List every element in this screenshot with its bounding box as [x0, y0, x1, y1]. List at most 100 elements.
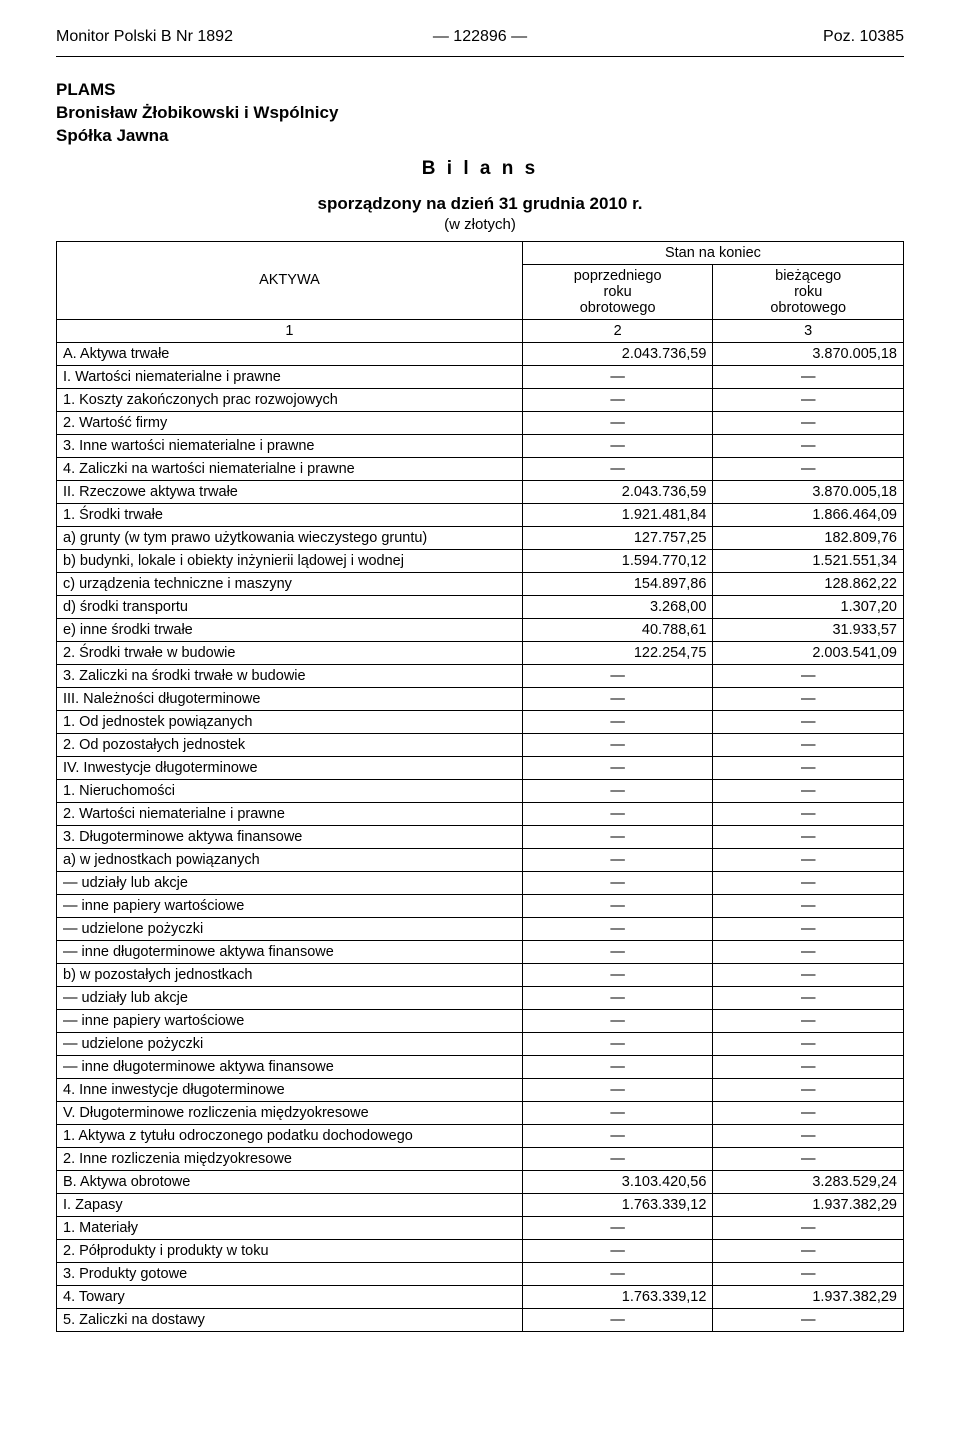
row-value-curr: —	[713, 871, 904, 894]
table-row: 3. Produkty gotowe——	[57, 1262, 904, 1285]
row-value-prev: —	[522, 710, 713, 733]
row-value-curr: —	[713, 365, 904, 388]
th-colnum-2: 2	[522, 319, 713, 342]
row-label: II. Rzeczowe aktywa trwałe	[57, 480, 523, 503]
row-label: 4. Inne inwestycje długoterminowe	[57, 1078, 523, 1101]
row-value-prev: —	[522, 1239, 713, 1262]
company-line2: Bronisław Żłobikowski i Wspólnicy	[56, 102, 904, 125]
row-label: — udzielone pożyczki	[57, 1032, 523, 1055]
table-row: 1. Materiały——	[57, 1216, 904, 1239]
row-label: 4. Towary	[57, 1285, 523, 1308]
row-value-curr: —	[713, 434, 904, 457]
row-value-prev: —	[522, 802, 713, 825]
table-row: 1. Koszty zakończonych prac rozwojowych—…	[57, 388, 904, 411]
document-subtitle: sporządzony na dzień 31 grudnia 2010 r.	[56, 194, 904, 214]
row-value-curr: —	[713, 848, 904, 871]
row-label: 4. Zaliczki na wartości niematerialne i …	[57, 457, 523, 480]
row-value-prev: 2.043.736,59	[522, 480, 713, 503]
row-label: a) grunty (w tym prawo użytkowania wiecz…	[57, 526, 523, 549]
table-row: 2. Wartości niematerialne i prawne——	[57, 802, 904, 825]
table-row: III. Należności długoterminowe——	[57, 687, 904, 710]
company-line3: Spółka Jawna	[56, 125, 904, 148]
row-value-curr: —	[713, 1124, 904, 1147]
row-value-curr: 1.937.382,29	[713, 1285, 904, 1308]
th-aktywa: AKTYWA	[57, 241, 523, 319]
row-label: A. Aktywa trwałe	[57, 342, 523, 365]
row-value-prev: —	[522, 963, 713, 986]
table-row: — udzielone pożyczki——	[57, 917, 904, 940]
row-value-prev: —	[522, 457, 713, 480]
row-value-curr: —	[713, 1262, 904, 1285]
document-title: B i l a n s	[56, 158, 904, 180]
row-label: — inne papiery wartościowe	[57, 1009, 523, 1032]
row-value-curr: —	[713, 917, 904, 940]
row-value-curr: —	[713, 1055, 904, 1078]
row-value-prev: —	[522, 1078, 713, 1101]
row-value-curr: 1.866.464,09	[713, 503, 904, 526]
table-row: B. Aktywa obrotowe3.103.420,563.283.529,…	[57, 1170, 904, 1193]
table-row: 3. Długoterminowe aktywa finansowe——	[57, 825, 904, 848]
row-label: 2. Wartość firmy	[57, 411, 523, 434]
row-value-curr: —	[713, 1308, 904, 1331]
row-value-curr: 1.521.551,34	[713, 549, 904, 572]
row-label: b) w pozostałych jednostkach	[57, 963, 523, 986]
row-label: 3. Długoterminowe aktywa finansowe	[57, 825, 523, 848]
row-value-prev: —	[522, 894, 713, 917]
row-value-prev: —	[522, 871, 713, 894]
row-value-prev: —	[522, 687, 713, 710]
row-value-curr: —	[713, 733, 904, 756]
row-value-prev: 1.763.339,12	[522, 1285, 713, 1308]
row-label: 3. Inne wartości niematerialne i prawne	[57, 434, 523, 457]
row-value-prev: 1.763.339,12	[522, 1193, 713, 1216]
table-row: 4. Zaliczki na wartości niematerialne i …	[57, 457, 904, 480]
row-label: — inne papiery wartościowe	[57, 894, 523, 917]
row-label: 1. Od jednostek powiązanych	[57, 710, 523, 733]
row-value-curr: 3.870.005,18	[713, 480, 904, 503]
row-label: I. Wartości niematerialne i prawne	[57, 365, 523, 388]
row-label: — udziały lub akcje	[57, 986, 523, 1009]
row-label: 5. Zaliczki na dostawy	[57, 1308, 523, 1331]
row-label: 3. Zaliczki na środki trwałe w budowie	[57, 664, 523, 687]
row-label: c) urządzenia techniczne i maszyny	[57, 572, 523, 595]
row-value-prev: —	[522, 1124, 713, 1147]
row-value-curr: —	[713, 894, 904, 917]
company-block: PLAMS Bronisław Żłobikowski i Wspólnicy …	[56, 79, 904, 148]
row-label: d) środki transportu	[57, 595, 523, 618]
company-line1: PLAMS	[56, 79, 904, 102]
row-value-prev: —	[522, 1055, 713, 1078]
row-value-prev: 2.043.736,59	[522, 342, 713, 365]
row-value-prev: —	[522, 388, 713, 411]
row-value-prev: —	[522, 940, 713, 963]
row-value-prev: —	[522, 664, 713, 687]
row-label: V. Długoterminowe rozliczenia międzyokre…	[57, 1101, 523, 1124]
table-row: 4. Inne inwestycje długoterminowe——	[57, 1078, 904, 1101]
table-row: 1. Nieruchomości——	[57, 779, 904, 802]
table-row: — inne papiery wartościowe——	[57, 1009, 904, 1032]
row-value-prev: —	[522, 1216, 713, 1239]
table-row: V. Długoterminowe rozliczenia międzyokre…	[57, 1101, 904, 1124]
table-row: b) budynki, lokale i obiekty inżynierii …	[57, 549, 904, 572]
row-value-curr: —	[713, 1009, 904, 1032]
table-row: — inne długoterminowe aktywa finansowe——	[57, 940, 904, 963]
row-label: 1. Aktywa z tytułu odroczonego podatku d…	[57, 1124, 523, 1147]
row-value-curr: —	[713, 963, 904, 986]
row-value-curr: —	[713, 825, 904, 848]
row-label: IV. Inwestycje długoterminowe	[57, 756, 523, 779]
table-row: a) w jednostkach powiązanych——	[57, 848, 904, 871]
table-row: IV. Inwestycje długoterminowe——	[57, 756, 904, 779]
row-value-prev: —	[522, 733, 713, 756]
row-label: — udzielone pożyczki	[57, 917, 523, 940]
row-value-curr: —	[713, 1078, 904, 1101]
row-value-prev: —	[522, 756, 713, 779]
table-row: 1. Aktywa z tytułu odroczonego podatku d…	[57, 1124, 904, 1147]
table-row: — inne długoterminowe aktywa finansowe——	[57, 1055, 904, 1078]
row-label: a) w jednostkach powiązanych	[57, 848, 523, 871]
row-value-prev: 1.594.770,12	[522, 549, 713, 572]
row-value-curr: 3.870.005,18	[713, 342, 904, 365]
row-value-curr: —	[713, 940, 904, 963]
row-value-curr: —	[713, 388, 904, 411]
row-value-prev: —	[522, 1308, 713, 1331]
table-row: 2. Inne rozliczenia międzyokresowe——	[57, 1147, 904, 1170]
row-value-curr: —	[713, 1216, 904, 1239]
row-label: 2. Półprodukty i produkty w toku	[57, 1239, 523, 1262]
